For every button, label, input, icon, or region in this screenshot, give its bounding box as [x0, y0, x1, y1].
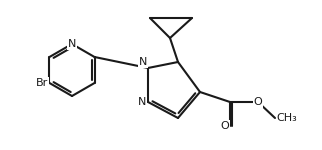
Text: N: N [137, 97, 146, 107]
Text: N: N [139, 57, 147, 67]
Text: O: O [254, 97, 262, 107]
Text: CH₃: CH₃ [276, 113, 297, 123]
Text: N: N [68, 39, 76, 49]
Text: O: O [220, 121, 229, 131]
Text: Br: Br [36, 78, 49, 88]
